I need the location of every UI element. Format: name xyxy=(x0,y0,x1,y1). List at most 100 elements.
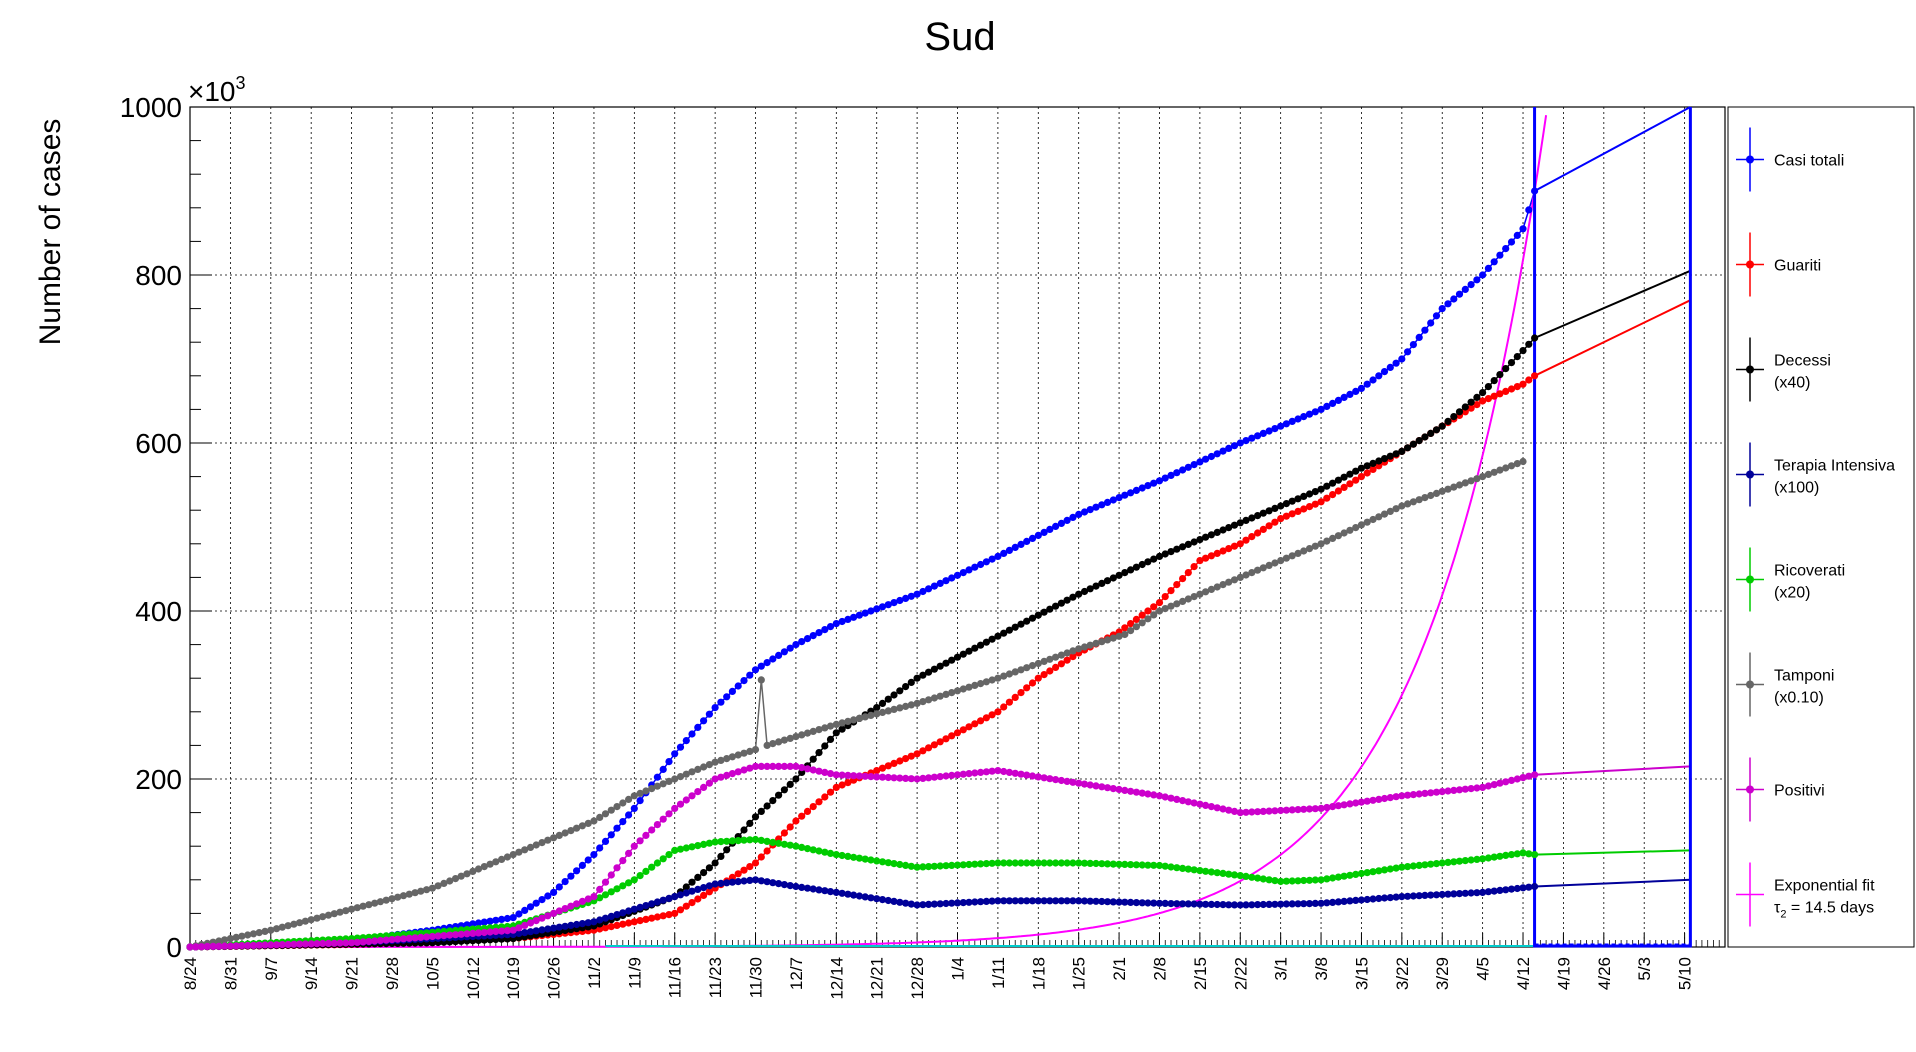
data-point-tamponi xyxy=(1288,552,1296,560)
data-point-guariti xyxy=(1479,397,1487,405)
data-point-tamponi xyxy=(244,931,252,939)
data-point-positivi xyxy=(399,935,408,943)
data-point-positivi xyxy=(971,769,979,777)
data-point-terapia-intensiva xyxy=(590,918,598,926)
data-point-tamponi xyxy=(1173,600,1181,608)
data-point-guariti xyxy=(971,720,979,728)
data-point-ricoverati xyxy=(1288,877,1296,885)
data-point-guariti xyxy=(930,741,939,749)
data-point-terapia-intensiva xyxy=(953,899,962,907)
data-point-ricoverati xyxy=(792,842,800,850)
data-point-tamponi xyxy=(509,851,517,859)
data-point-decessi xyxy=(1207,531,1215,539)
data-point-terapia-intensiva xyxy=(515,929,523,938)
data-point-casi-totali xyxy=(1421,326,1429,334)
data-point-casi-totali xyxy=(1311,408,1319,416)
data-point-guariti xyxy=(1000,703,1008,711)
data-point-tamponi xyxy=(902,702,910,711)
data-point-ricoverati xyxy=(844,852,852,861)
data-point-ricoverati xyxy=(809,846,817,854)
data-point-guariti xyxy=(913,750,921,758)
data-point-guariti xyxy=(1513,383,1521,391)
data-point-tamponi xyxy=(1115,632,1123,640)
data-point-positivi xyxy=(463,930,471,938)
data-point-positivi xyxy=(619,857,627,865)
data-point-positivi xyxy=(815,767,823,775)
data-point-terapia-intensiva xyxy=(573,920,581,929)
x-tick-label: 1/11 xyxy=(989,957,1008,989)
data-point-ricoverati xyxy=(1467,856,1475,864)
data-point-tamponi xyxy=(399,892,408,900)
data-point-positivi xyxy=(1461,785,1469,793)
data-point-guariti xyxy=(1028,679,1037,687)
data-point-tamponi xyxy=(775,738,783,746)
data-point-ricoverati xyxy=(1219,869,1227,878)
data-point-tamponi xyxy=(480,863,488,871)
data-point-casi-totali xyxy=(1450,295,1458,303)
data-point-terapia-intensiva xyxy=(1375,894,1383,903)
data-point-decessi xyxy=(1202,533,1210,541)
data-point-decessi xyxy=(896,687,904,695)
data-point-tamponi xyxy=(601,810,610,818)
data-point-positivi xyxy=(1248,808,1256,816)
data-point-tamponi xyxy=(728,753,737,761)
data-point-ricoverati xyxy=(1329,874,1337,882)
data-point-terapia-intensiva xyxy=(775,880,783,888)
data-point-terapia-intensiva xyxy=(1000,897,1008,905)
data-point-decessi xyxy=(1109,574,1117,582)
data-point-tamponi xyxy=(665,777,673,786)
x-tick-label: 4/19 xyxy=(1554,957,1573,990)
data-point-ricoverati xyxy=(1369,868,1377,876)
data-point-guariti xyxy=(826,788,835,796)
data-point-positivi xyxy=(1121,786,1129,795)
data-point-tamponi xyxy=(1513,460,1521,468)
data-point-decessi xyxy=(1525,340,1533,348)
data-point-casi-totali xyxy=(1386,363,1394,371)
data-point-decessi xyxy=(1473,393,1481,401)
data-point-positivi xyxy=(1519,774,1527,782)
data-point-casi-totali xyxy=(1455,290,1464,298)
data-point-ricoverati xyxy=(1490,853,1498,861)
data-point-guariti xyxy=(786,823,794,831)
data-point-positivi xyxy=(1357,798,1365,806)
data-point-tamponi xyxy=(896,704,904,712)
data-point-casi-totali xyxy=(723,693,731,701)
data-point-ricoverati xyxy=(1005,859,1014,867)
data-point-tamponi xyxy=(1323,537,1331,545)
data-point-tamponi xyxy=(1248,569,1256,577)
data-point-ricoverati xyxy=(815,847,823,855)
data-point-casi-totali xyxy=(711,704,719,712)
data-point-decessi xyxy=(723,846,731,854)
data-point-casi-totali xyxy=(861,609,869,617)
data-point-terapia-intensiva xyxy=(821,887,829,895)
data-point-positivi xyxy=(653,821,662,829)
data-point-decessi xyxy=(1392,450,1400,458)
data-point-ricoverati xyxy=(740,836,748,844)
data-point-guariti xyxy=(1213,549,1221,558)
data-point-ricoverati xyxy=(1531,851,1539,859)
data-point-positivi xyxy=(988,767,996,775)
data-point-ricoverati xyxy=(1496,852,1504,860)
data-point-terapia-intensiva xyxy=(1109,898,1117,906)
data-point-positivi xyxy=(290,940,298,948)
data-point-terapia-intensiva xyxy=(1011,897,1019,905)
data-point-guariti xyxy=(942,735,950,743)
data-point-terapia-intensiva xyxy=(878,896,887,904)
data-point-guariti xyxy=(1340,483,1348,491)
data-point-casi-totali xyxy=(630,804,638,813)
data-point-tamponi xyxy=(1502,464,1510,472)
data-point-positivi xyxy=(1202,801,1210,810)
data-point-tamponi xyxy=(682,770,690,778)
exponential-fit-line xyxy=(190,115,1548,948)
data-point-positivi xyxy=(613,864,621,872)
data-point-positivi xyxy=(371,937,379,945)
data-point-casi-totali xyxy=(1034,531,1042,540)
data-point-tamponi xyxy=(1346,526,1354,534)
data-point-tamponi xyxy=(1202,588,1210,596)
data-point-ricoverati xyxy=(1213,869,1221,877)
data-point-positivi xyxy=(1415,790,1423,798)
data-point-positivi xyxy=(826,770,835,778)
data-point-tamponi xyxy=(1259,564,1267,572)
extrapolation-line-decessi xyxy=(1534,269,1691,339)
data-point-tamponi xyxy=(1057,651,1065,659)
